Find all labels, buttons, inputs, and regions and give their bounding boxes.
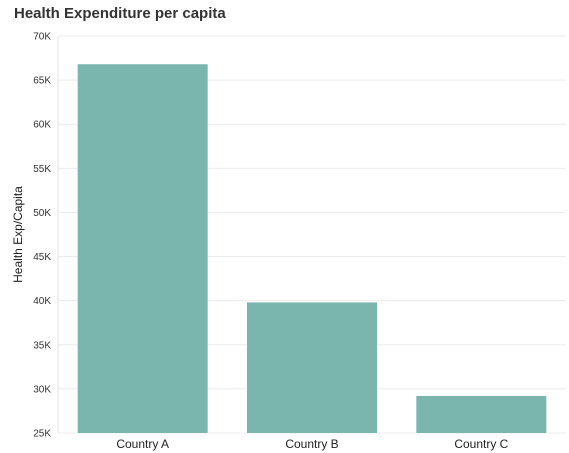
y-tick-label: 70K <box>33 32 51 43</box>
y-tick-label: 35K <box>33 340 51 351</box>
x-tick-label: Country A <box>116 437 169 451</box>
bar-country-b[interactable] <box>247 302 377 433</box>
bar-country-c[interactable] <box>416 395 547 433</box>
y-tick-label: 50K <box>33 208 51 219</box>
y-tick-label: 30K <box>33 384 51 395</box>
y-tick-label: 60K <box>33 120 51 131</box>
chart-title: Health Expenditure per capita <box>14 5 226 22</box>
y-tick-label: 65K <box>33 76 51 87</box>
y-axis-label: Health Exp/Capita <box>11 186 25 283</box>
y-tick-label: 25K <box>33 429 51 440</box>
bar-country-a[interactable] <box>77 64 208 433</box>
y-tick-label: 55K <box>33 164 51 175</box>
x-tick-label: Country C <box>454 437 508 451</box>
axes: 25K 30K 35K 40K 45K 50K 55K 60K 65K 70K Country A C… <box>33 32 508 452</box>
y-tick-label: 40K <box>33 296 51 307</box>
bars <box>77 64 547 433</box>
x-tick-label: Country B <box>285 437 338 451</box>
y-tick-label: 45K <box>33 252 51 263</box>
